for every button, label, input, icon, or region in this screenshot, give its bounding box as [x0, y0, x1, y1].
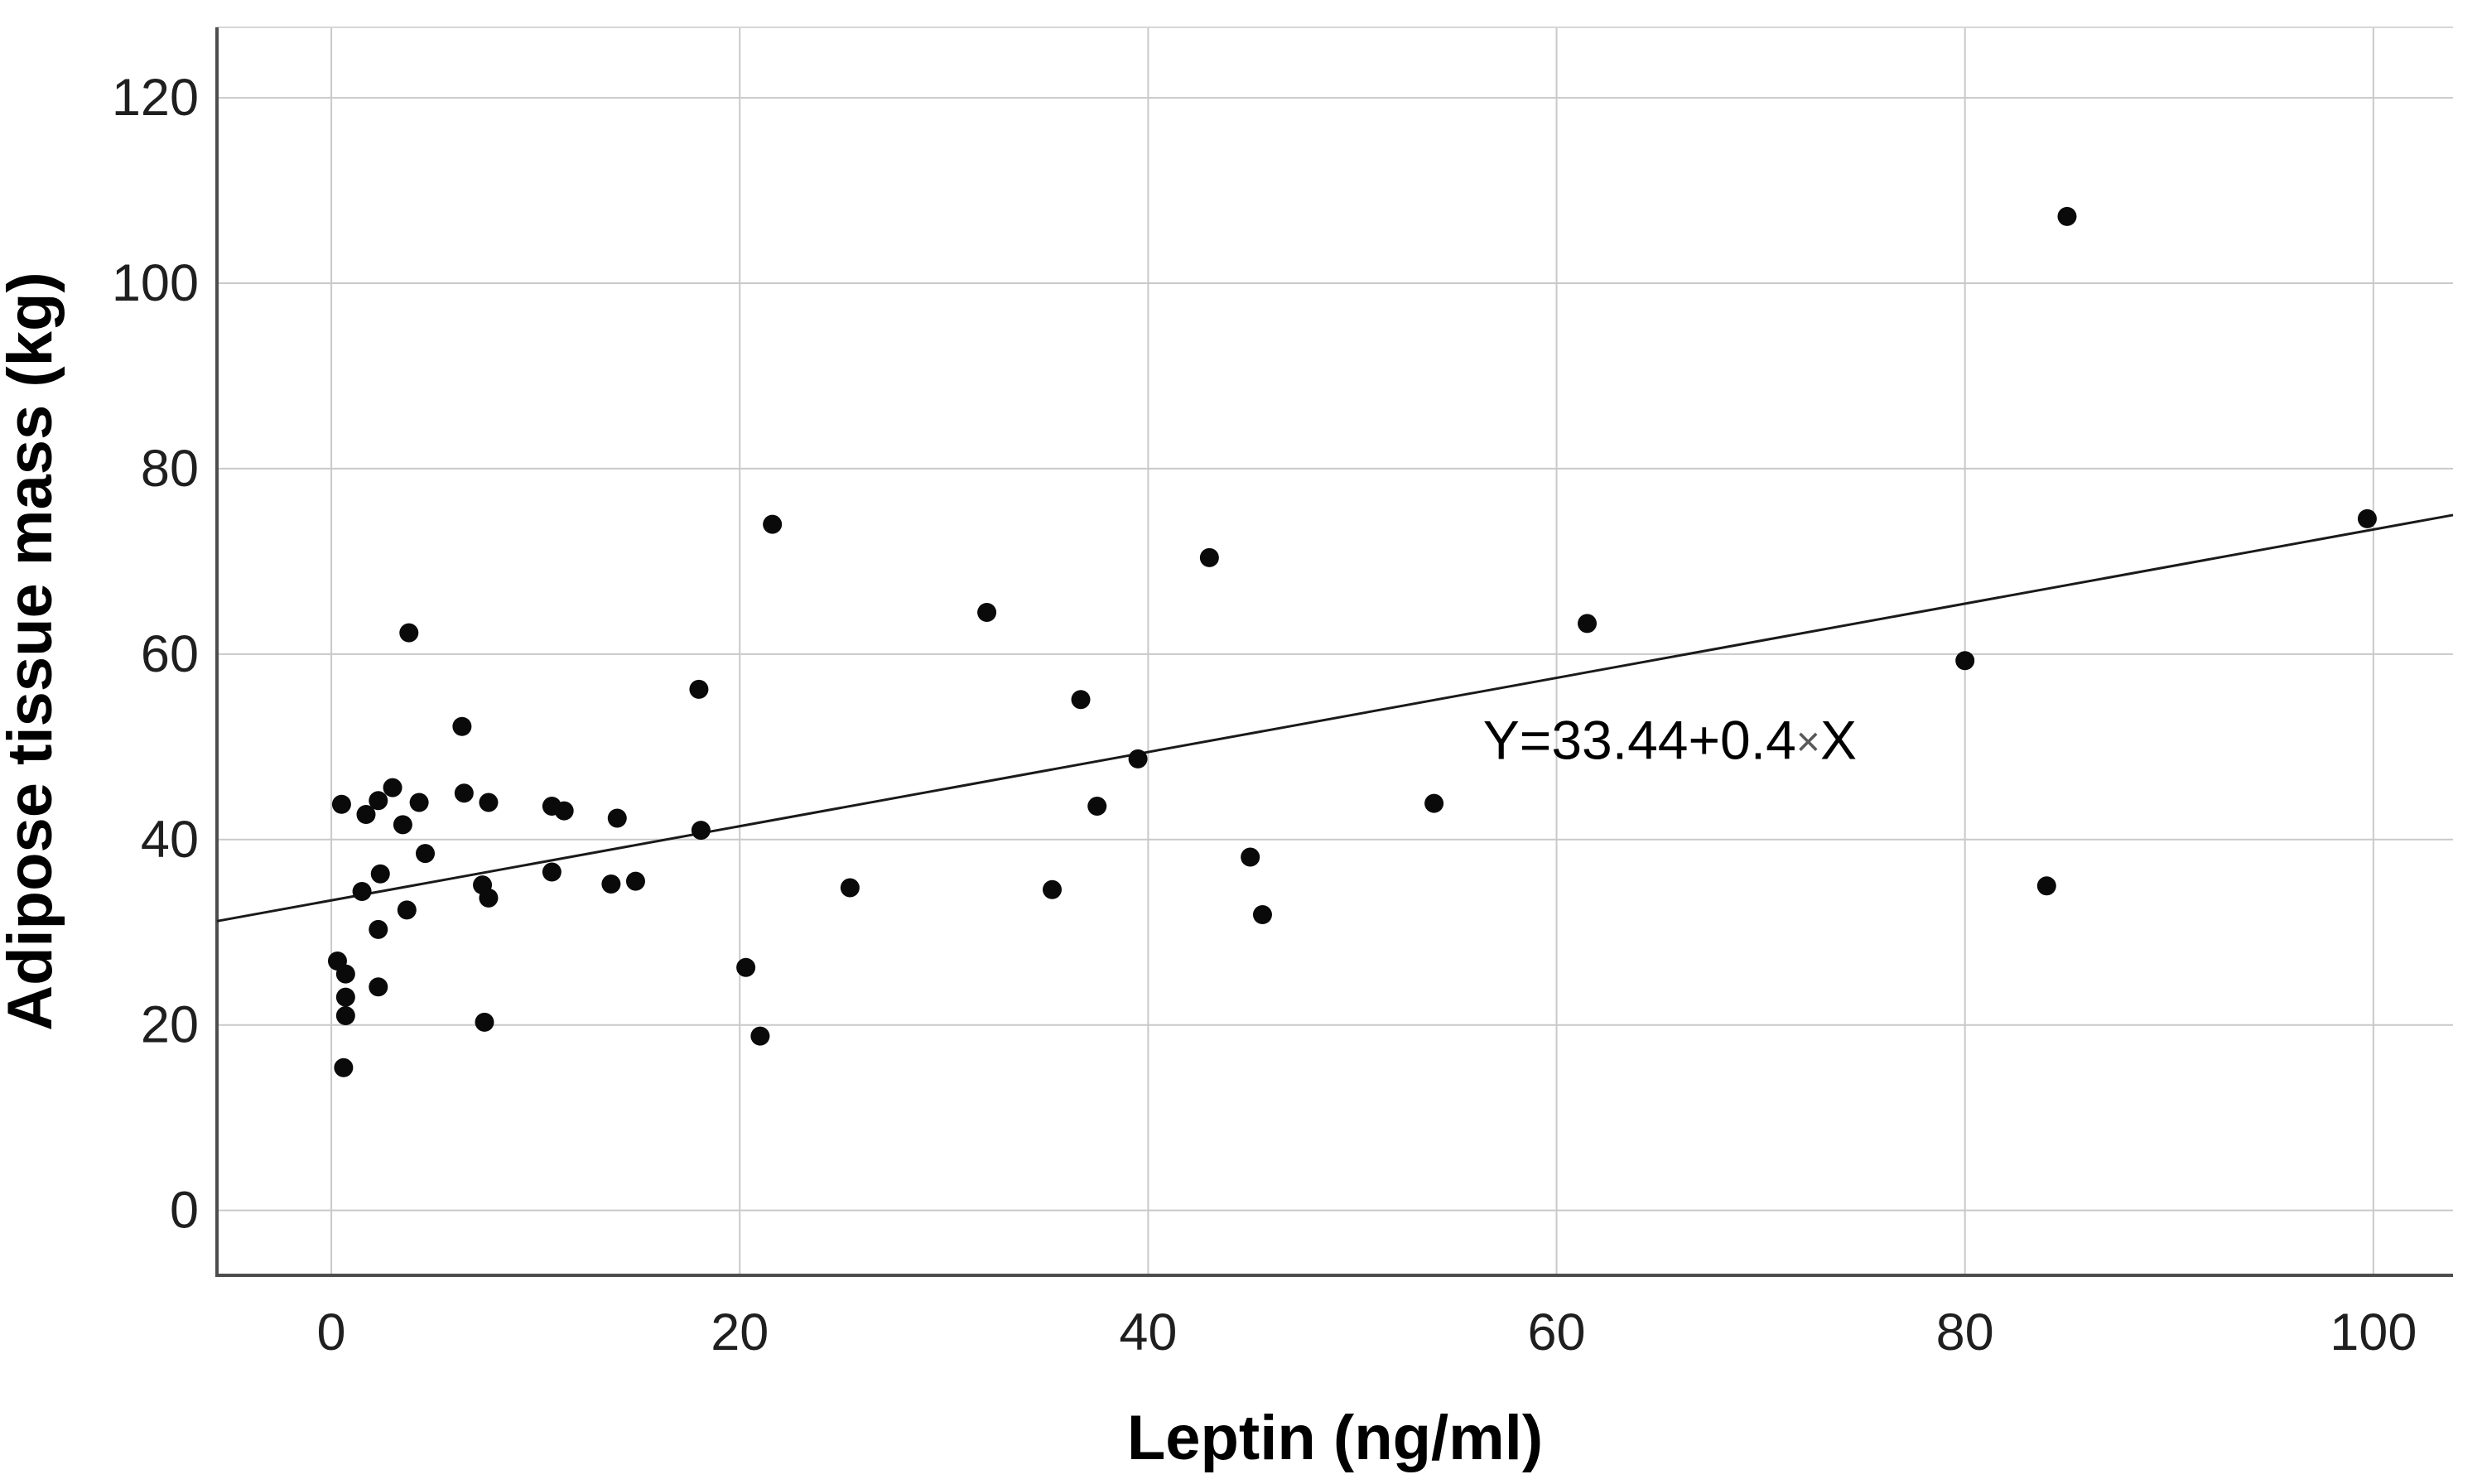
data-point: [335, 987, 355, 1007]
data-point: [369, 919, 388, 939]
data-point: [1199, 547, 1219, 567]
data-point: [840, 878, 860, 898]
data-point: [383, 778, 402, 797]
data-point: [370, 864, 390, 884]
data-point: [1424, 793, 1444, 813]
data-point: [1087, 796, 1107, 816]
x-axis-tick-label: 60: [1527, 1303, 1585, 1361]
data-point: [352, 881, 372, 901]
data-point: [369, 791, 388, 811]
data-point: [763, 514, 783, 534]
data-point: [977, 602, 997, 622]
y-axis-tick-label: 40: [141, 811, 199, 869]
x-axis-tick-label: 40: [1119, 1303, 1177, 1361]
x-axis-tick-label: 20: [711, 1303, 769, 1361]
data-point: [601, 874, 621, 894]
data-point: [607, 808, 627, 828]
data-point: [397, 900, 417, 920]
data-point: [1128, 749, 1148, 768]
data-point: [1578, 614, 1598, 634]
data-point: [1241, 847, 1260, 867]
regression-equation-label: Y=33.44+0.4×X: [1483, 710, 1857, 771]
data-point: [416, 844, 436, 864]
x-axis-tick-label: 80: [1936, 1303, 1994, 1361]
data-point: [542, 862, 561, 882]
data-point: [475, 1012, 494, 1032]
data-point: [689, 679, 709, 699]
data-point: [356, 805, 376, 825]
y-axis-tick-label: 80: [141, 440, 199, 498]
data-point: [334, 1058, 354, 1077]
y-axis-title: Adipose tissue mass (kg): [0, 272, 65, 1031]
y-axis-tick-label: 20: [141, 996, 199, 1054]
data-point: [2036, 876, 2056, 896]
data-point: [691, 821, 711, 841]
data-point: [736, 957, 756, 977]
data-point: [393, 815, 412, 835]
data-point: [554, 801, 574, 821]
regression-line: [216, 513, 2454, 923]
data-point: [2357, 508, 2377, 528]
y-axis-tick-label: 120: [112, 69, 199, 127]
y-axis-tick-label: 100: [112, 254, 199, 312]
data-point: [335, 964, 355, 984]
data-point: [1071, 690, 1091, 710]
data-point: [399, 623, 419, 643]
x-axis-tick-label: 100: [2330, 1303, 2417, 1361]
data-point: [479, 888, 499, 908]
data-point: [454, 783, 474, 803]
data-point: [409, 793, 429, 812]
data-point: [335, 1006, 355, 1026]
x-axis-tick-label: 0: [317, 1303, 346, 1361]
x-axis-title: Leptin (ng/ml): [1127, 1403, 1543, 1473]
data-point: [750, 1026, 770, 1046]
data-point: [331, 794, 351, 814]
data-point: [1252, 904, 1272, 924]
data-point: [2057, 206, 2077, 226]
y-axis-tick-label: 60: [141, 625, 199, 683]
data-point: [479, 793, 499, 812]
y-axis-tick-label: 0: [170, 1182, 199, 1240]
data-point: [452, 716, 472, 736]
data-point: [1955, 651, 1975, 671]
data-point: [625, 871, 645, 891]
data-point: [369, 977, 388, 997]
data-point: [1042, 879, 1062, 899]
